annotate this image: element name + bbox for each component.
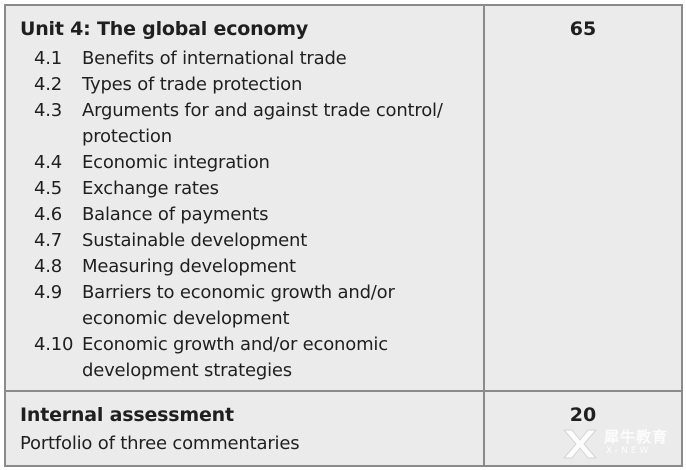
topic-text: Measuring development: [82, 256, 296, 277]
topic-number: 4.3: [34, 100, 63, 121]
topic-text: Arguments for and against trade control/…: [82, 100, 443, 147]
topic-text: Types of trade protection: [82, 74, 303, 95]
x-logo-icon: [562, 429, 598, 459]
topic-text: Exchange rates: [82, 178, 219, 199]
topic-item: 4.5 Exchange rates: [34, 176, 474, 202]
unit-title: Unit 4: The global economy: [20, 18, 309, 40]
topic-number: 4.7: [34, 230, 63, 251]
syllabus-table: Unit 4: The global economy 65 4.1 Benefi…: [4, 4, 683, 467]
topic-item: 4.1 Benefits of international trade: [34, 46, 474, 72]
topic-text: Barriers to economic growth and/or econo…: [82, 282, 395, 329]
topic-number: 4.9: [34, 282, 63, 303]
column-divider: [483, 6, 485, 465]
topic-item: 4.6 Balance of payments: [34, 202, 474, 228]
topic-item: 4.8 Measuring development: [34, 254, 474, 280]
topic-item: 4.9 Barriers to economic growth and/or e…: [34, 280, 474, 332]
topic-text: Economic integration: [82, 152, 270, 173]
topic-item: 4.2 Types of trade protection: [34, 72, 474, 98]
topic-text: Sustainable development: [82, 230, 308, 251]
watermark-text-cn: 犀牛教育: [604, 428, 669, 446]
topic-number: 4.6: [34, 204, 63, 225]
row-divider: [6, 390, 681, 392]
topic-number: 4.4: [34, 152, 63, 173]
internal-assessment-hours: 20: [569, 404, 597, 426]
topic-text: Economic growth and/or economic developm…: [82, 334, 388, 381]
topic-item: 4.7 Sustainable development: [34, 228, 474, 254]
topic-text: Balance of payments: [82, 204, 269, 225]
topic-number: 4.1: [34, 48, 63, 69]
topic-list: 4.1 Benefits of international trade 4.2 …: [34, 46, 474, 384]
topic-item: 4.10 Economic growth and/or economic dev…: [34, 332, 474, 384]
topic-item: 4.4 Economic integration: [34, 150, 474, 176]
topic-number: 4.10: [34, 334, 74, 355]
watermark: 犀牛教育 X-NEW: [560, 424, 680, 464]
topic-number: 4.8: [34, 256, 63, 277]
unit-hours: 65: [569, 18, 597, 40]
watermark-text-en: X-NEW: [606, 446, 652, 456]
internal-assessment-title: Internal assessment: [20, 404, 234, 426]
internal-assessment-description: Portfolio of three commentaries: [20, 433, 300, 454]
topic-number: 4.2: [34, 74, 63, 95]
topic-number: 4.5: [34, 178, 63, 199]
topic-text: Benefits of international trade: [82, 48, 347, 69]
topic-item: 4.3 Arguments for and against trade cont…: [34, 98, 474, 150]
